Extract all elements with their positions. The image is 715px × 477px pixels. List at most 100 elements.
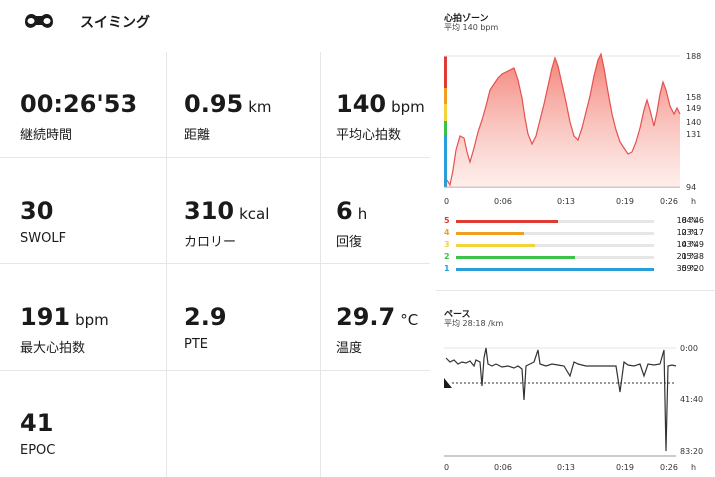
x-tick-label: 0:26 [660,197,678,206]
stat-temperature: 29.7 °C 温度 [336,303,418,356]
zone1-band [444,135,447,187]
y-tick-label: 140 [686,118,701,127]
stat-swolf: 30 SWOLF [20,197,66,246]
zone4-band [444,88,447,104]
stat-label: 距離 [184,128,211,143]
zone-bar-fill [456,220,558,223]
y-tick-label: 158 [686,93,701,102]
zone-time: 03'49 [681,240,704,249]
stat-value: 0.95 [184,90,244,118]
page-title: スイミング [80,15,150,31]
stat-label: PTE [184,337,208,352]
grid-divider [320,52,321,477]
stat-label: SWOLF [20,231,67,246]
stat-value: 29.7 [336,303,396,331]
stat-value: 00:26'53 [20,90,138,118]
y-tick-label: 41:40 [680,395,703,404]
y-tick-label: 94 [686,183,696,192]
zone-bar-fill [456,232,524,235]
y-tick-label: 0:00 [680,344,698,353]
x-tick-label: 0:13 [557,463,575,472]
goggles-icon [25,14,53,28]
stat-label: EPOC [20,443,56,458]
pace-title: ペース [444,310,471,320]
stat-label: 温度 [336,341,363,356]
stat-avg-hr: 140 bpm 平均心拍数 [336,90,425,143]
stat-unit: km [248,98,272,116]
y-tick-label: 83:20 [680,447,703,456]
stat-unit: kcal [239,205,270,223]
x-tick-label: h [691,463,696,472]
zone-bar-track [456,268,654,271]
stat-value: 30 [20,197,54,225]
zone-number: 5 [444,216,450,225]
zone-bar-fill [456,268,654,271]
stat-unit: bpm [391,98,425,116]
zone-bar-track [456,232,654,235]
zone-time: 04'46 [681,216,704,225]
zone-time: 09'20 [681,264,704,273]
stat-label: 最大心拍数 [20,341,86,356]
zone-bar-track [456,244,654,247]
stat-value: 2.9 [184,303,227,331]
zone-bar-fill [456,244,536,247]
zone-row: 5 18 % 04'46 [444,216,706,226]
y-tick-label: 149 [686,104,701,113]
stat-label: 平均心拍数 [336,128,402,143]
zone-bar-fill [456,256,575,259]
stat-label: カロリー [184,235,237,250]
stat-pte: 2.9 PTE [184,303,232,352]
pace-chart: 0:00 41:40 83:20 0 0:06 0:13 0:19 0:26 h [444,344,703,472]
grid-divider [0,263,430,264]
x-tick-label: 0:06 [494,197,512,206]
zone-row: 4 12 % 03'17 [444,228,706,238]
stat-value: 191 [20,303,71,331]
zone-bar-track [456,256,654,259]
stats-grid: 00:26'53 継続時間 0.95 km 距離 140 bpm 平均心拍数 30 … [0,52,430,477]
zone-row: 1 35 % 09'20 [444,264,706,274]
x-tick-label: 0:06 [494,463,512,472]
zone2-band [444,121,447,135]
x-tick-label: h [691,197,696,206]
zone-time: 03'17 [681,228,704,237]
stat-value: 6 [336,197,353,225]
stat-label: 回復 [336,235,363,250]
x-tick-label: 0 [444,197,449,206]
hr-chart: 188 158 149 140 131 94 0 0:06 0:13 0:19 … [444,52,701,206]
zone-percent: 14 % [676,240,697,249]
zone3-band [444,104,447,121]
y-tick-label: 131 [686,130,701,139]
stat-distance: 0.95 km 距離 [184,90,272,143]
stat-label: 継続時間 [20,128,73,143]
zone-number: 2 [444,252,450,261]
zone-number: 1 [444,264,450,273]
stat-epoc: 41 EPOC [20,409,58,458]
x-tick-label: 0:19 [616,463,634,472]
section-divider [436,290,715,291]
stat-value: 140 [336,90,387,118]
pace-subtitle: 平均 28:18 /km [444,319,504,328]
zone-time: 05'38 [681,252,704,261]
average-marker [444,378,452,388]
x-tick-label: 0:26 [660,463,678,472]
stat-max-hr: 191 bpm 最大心拍数 [20,303,109,356]
stat-calories: 310 kcal カロリー [184,197,269,250]
zone-bar-track [456,220,654,223]
grid-divider [0,370,430,371]
zone5-band [444,56,447,88]
zone-number: 3 [444,240,450,249]
hr-line [446,52,681,187]
x-tick-label: 0 [444,463,449,472]
hr-zone-title: 心拍ゾーン [444,14,489,24]
stat-unit: bpm [75,311,109,329]
zone-number: 4 [444,228,450,237]
zone-percent: 35 % [676,264,697,273]
grid-divider [0,157,430,158]
zone-row: 2 21 % 05'38 [444,252,706,262]
zone-percent: 21 % [676,252,697,261]
stat-unit: °C [400,311,419,329]
hr-zone-subtitle: 平均 140 bpm [444,23,499,32]
pace-line [445,347,677,452]
stat-duration: 00:26'53 継続時間 [20,90,142,143]
